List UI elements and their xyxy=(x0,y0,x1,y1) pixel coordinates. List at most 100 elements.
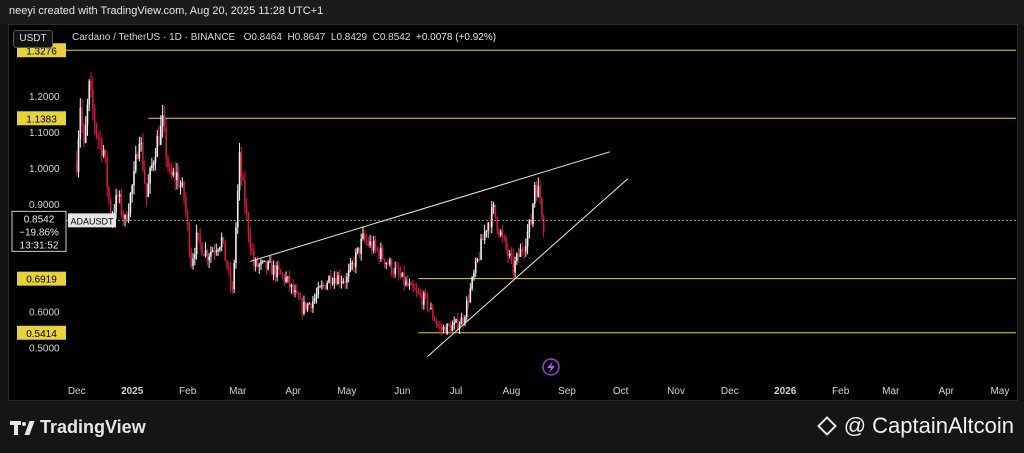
level-price-tag xyxy=(17,325,66,340)
candle-body xyxy=(174,172,176,181)
captainaltcoin-logo[interactable]: @ CaptainAltcoin xyxy=(816,413,1014,439)
candle-body xyxy=(535,185,538,198)
candle-body xyxy=(419,293,422,296)
candle-body xyxy=(403,272,405,285)
candle-body xyxy=(210,251,212,257)
candle-body xyxy=(306,303,309,310)
candle-body xyxy=(473,272,475,278)
candle-body xyxy=(95,124,98,137)
candle-body xyxy=(117,195,119,197)
candle-body xyxy=(265,260,268,270)
time-axis[interactable]: Dec 2025 Feb Mar Apr May Jun Jul Aug Sep Oct Nov Dec… xyxy=(68,386,1010,397)
candle-body xyxy=(439,326,441,329)
candle-body xyxy=(390,259,393,274)
level-price-label: 1.3276 xyxy=(26,46,57,57)
candle-body xyxy=(347,270,350,277)
candle-body xyxy=(160,125,162,145)
candlestick-series xyxy=(75,71,545,336)
candle-body xyxy=(194,254,196,259)
lightning-icon[interactable] xyxy=(542,358,560,376)
x-tick-label: May xyxy=(990,386,1009,397)
trendlines[interactable] xyxy=(250,151,629,357)
candle-body xyxy=(367,241,370,246)
x-tick-label: Mar xyxy=(229,386,247,397)
candle-body xyxy=(176,172,178,181)
candle-body xyxy=(412,283,414,289)
candle-body xyxy=(192,258,194,267)
price-axis[interactable]: 1.2000 1.1000 1.0000 0.9000 0.6000 0.5000 1.32… xyxy=(17,43,66,355)
level-price-tag xyxy=(17,271,66,286)
price-chart[interactable]: 1.2000 1.1000 1.0000 0.9000 0.6000 0.5000 1.32… xyxy=(0,0,1024,401)
y-tick-label: 1.0000 xyxy=(29,164,60,175)
candle-body xyxy=(179,185,182,187)
candle-body xyxy=(399,273,402,277)
candle-body xyxy=(294,290,296,293)
candle-body xyxy=(120,194,123,215)
candle-body xyxy=(389,259,391,265)
candle-body xyxy=(260,261,262,265)
candle-body xyxy=(143,170,146,184)
candle-body xyxy=(292,284,295,293)
candle-body xyxy=(338,275,341,283)
candle-body xyxy=(467,300,470,303)
candle-body xyxy=(494,204,497,218)
candle-body xyxy=(181,182,184,186)
candle-body xyxy=(507,248,509,256)
candle-body xyxy=(460,317,463,325)
candle-body xyxy=(326,282,329,289)
candle-body xyxy=(322,285,325,287)
candle-body xyxy=(369,241,371,246)
level-price-label: 0.5414 xyxy=(26,329,57,340)
candle-body xyxy=(202,254,205,256)
candle-body xyxy=(142,142,144,171)
candle-body xyxy=(161,115,164,126)
candle-body xyxy=(351,262,354,264)
candle-body xyxy=(272,265,275,275)
candle-body xyxy=(331,283,334,285)
candle-body xyxy=(220,237,223,248)
candle-body xyxy=(533,185,536,204)
x-tick-label: Dec xyxy=(721,386,739,397)
candle-body xyxy=(363,233,366,240)
tradingview-logo[interactable]: TradingView xyxy=(10,417,146,438)
candle-body xyxy=(140,142,142,144)
candle-body xyxy=(483,231,486,241)
candle-body xyxy=(397,268,400,274)
candle-body xyxy=(147,183,150,197)
tradingview-wordmark: TradingView xyxy=(40,417,146,437)
candle-body xyxy=(199,234,201,243)
candle-body xyxy=(84,124,87,143)
close-value: 0.8542 xyxy=(379,32,411,43)
candle-body xyxy=(242,176,244,180)
candle-body xyxy=(303,302,305,314)
low-value: 0.8429 xyxy=(336,32,368,43)
currency-unit-button[interactable]: USDT xyxy=(13,30,53,48)
current-price-text: −19.86% xyxy=(19,227,59,238)
x-tick-label: Jun xyxy=(394,386,410,397)
candle-body xyxy=(156,136,159,157)
candle-body xyxy=(295,290,298,293)
candle-body xyxy=(378,249,380,259)
candle-body xyxy=(281,273,284,275)
candle-body xyxy=(519,248,522,257)
candle-body xyxy=(92,88,94,109)
candle-body xyxy=(394,267,396,274)
candle-body xyxy=(315,294,318,299)
candle-body xyxy=(172,172,175,176)
candle-body xyxy=(458,324,461,329)
chart-frame[interactable] xyxy=(8,24,1018,401)
candle-body xyxy=(124,214,126,219)
x-tick-label: Sep xyxy=(558,386,576,397)
candle-body xyxy=(383,258,386,265)
candle-body xyxy=(301,298,303,314)
candle-body xyxy=(415,290,418,292)
candle-body xyxy=(474,261,477,273)
candle-body xyxy=(521,248,524,252)
candle-body xyxy=(263,260,266,262)
candle-body xyxy=(256,259,259,267)
horizontal-levels xyxy=(66,49,1016,334)
candle-body xyxy=(530,219,532,225)
trendline xyxy=(427,178,629,357)
candle-body xyxy=(75,160,78,172)
candle-body xyxy=(446,323,448,334)
